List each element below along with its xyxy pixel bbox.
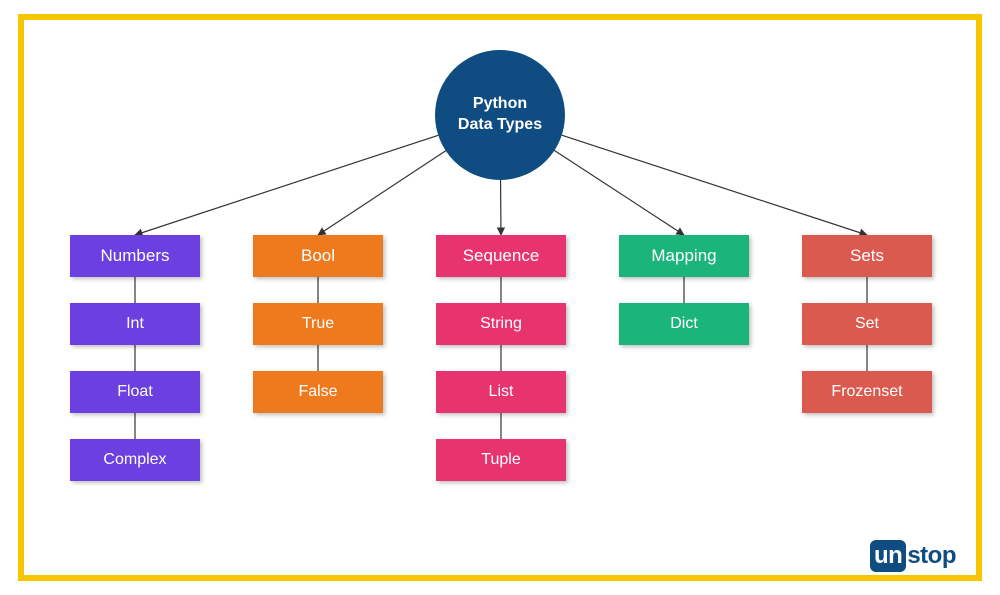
node-label: True (302, 315, 334, 333)
child-string: String (436, 303, 566, 345)
node-label: Float (117, 383, 153, 401)
node-label: List (489, 383, 514, 401)
child-dict: Dict (619, 303, 749, 345)
node-label: Tuple (481, 451, 520, 469)
child-list: List (436, 371, 566, 413)
node-label: String (480, 315, 522, 333)
node-label: Mapping (651, 246, 716, 266)
brand-suffix: stop (907, 542, 956, 569)
node-label: Frozenset (831, 383, 902, 401)
node-label: Numbers (101, 246, 170, 266)
category-bool: Bool (253, 235, 383, 277)
brand-prefix: un (870, 540, 906, 572)
child-tuple: Tuple (436, 439, 566, 481)
brand-logo: unstop (870, 540, 956, 572)
node-label: Set (855, 315, 879, 333)
node-label: Dict (670, 315, 698, 333)
child-float: Float (70, 371, 200, 413)
root-node: PythonData Types (435, 50, 565, 180)
node-label: Sequence (463, 246, 540, 266)
root-label: PythonData Types (458, 94, 542, 136)
child-int: Int (70, 303, 200, 345)
node-label: Complex (103, 451, 166, 469)
category-sequence: Sequence (436, 235, 566, 277)
category-mapping: Mapping (619, 235, 749, 277)
category-sets: Sets (802, 235, 932, 277)
node-label: False (298, 383, 337, 401)
node-label: Bool (301, 246, 335, 266)
child-true: True (253, 303, 383, 345)
child-complex: Complex (70, 439, 200, 481)
child-false: False (253, 371, 383, 413)
child-set: Set (802, 303, 932, 345)
node-label: Int (126, 315, 144, 333)
child-frozenset: Frozenset (802, 371, 932, 413)
node-label: Sets (850, 246, 884, 266)
category-numbers: Numbers (70, 235, 200, 277)
